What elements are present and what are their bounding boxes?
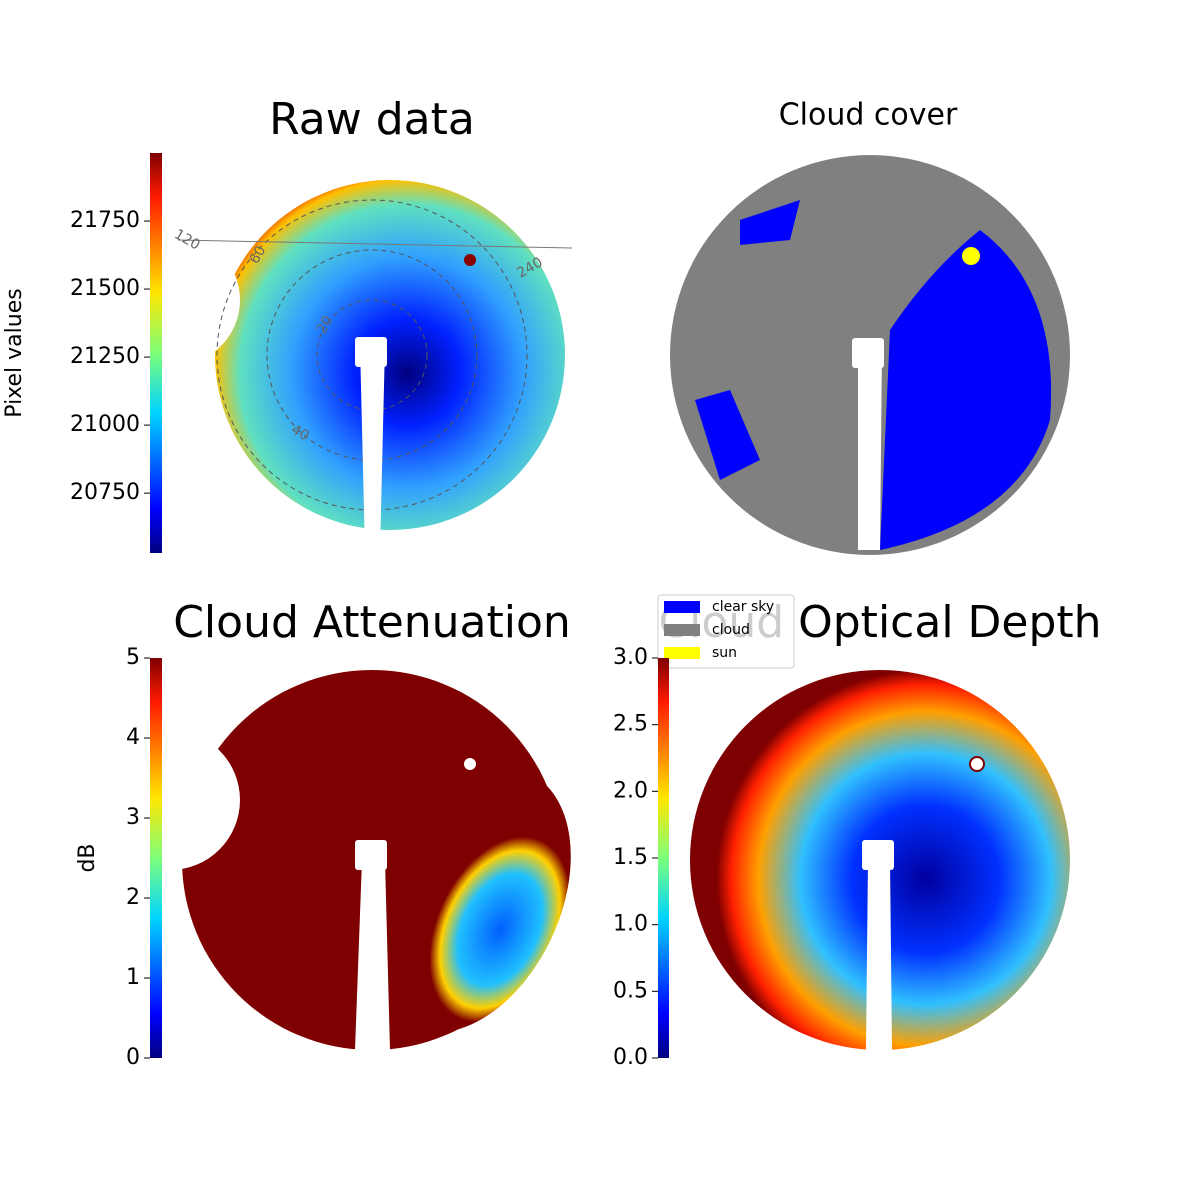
colorbar-tick-label: 0.0 <box>613 1045 648 1070</box>
legend-label: sun <box>712 645 737 661</box>
colorbar-tick-label: 21250 <box>70 344 140 369</box>
polar-label: 60 <box>247 243 270 266</box>
colorbar-tick-label: 21000 <box>70 412 140 437</box>
colorbar-tick-label: 1.5 <box>613 845 648 870</box>
panel-title: Cloud cover <box>779 98 958 133</box>
legend-swatch <box>664 601 700 613</box>
legend-swatch <box>664 624 700 636</box>
colorbar-tick-label: 0 <box>126 1045 140 1070</box>
colorbar-tick-label: 4 <box>126 725 140 750</box>
cloud-cover-image <box>670 155 1070 555</box>
raw-image <box>110 180 573 552</box>
colorbar-tick-label: 3.0 <box>613 645 648 670</box>
attenuation-image <box>100 670 571 1050</box>
colorbar <box>150 153 162 553</box>
polar-label: 20 <box>314 313 337 336</box>
colorbar-tick-label: 20750 <box>70 480 140 505</box>
panel-title: Cloud Attenuation <box>173 597 571 648</box>
colorbar-tick-label: 21500 <box>70 276 140 301</box>
panel-title: Raw data <box>269 94 475 145</box>
colorbar <box>658 658 669 1058</box>
legend-label: clear sky <box>712 599 774 615</box>
colorbar-label: Pixel values <box>2 288 27 417</box>
colorbar-tick-label: 21750 <box>70 208 140 233</box>
colorbar-tick-label: 1 <box>126 965 140 990</box>
colorbar-tick-label: 0.5 <box>613 978 648 1003</box>
polar-label: 40 <box>288 422 311 445</box>
colorbar-tick-label: 1.0 <box>613 912 648 937</box>
optical-depth-image <box>690 670 1070 1050</box>
legend-label: cloud <box>712 622 750 638</box>
colorbar-tick-label: 3 <box>126 805 140 830</box>
colorbar-tick-label: 2.0 <box>613 778 648 803</box>
colorbar-tick-label: 2 <box>126 885 140 910</box>
colorbar-tick-label: 5 <box>126 645 140 670</box>
colorbar <box>150 658 162 1058</box>
colorbar-tick-label: 2.5 <box>613 712 648 737</box>
legend-swatch <box>664 647 700 659</box>
colorbar-label: dB <box>75 843 100 872</box>
